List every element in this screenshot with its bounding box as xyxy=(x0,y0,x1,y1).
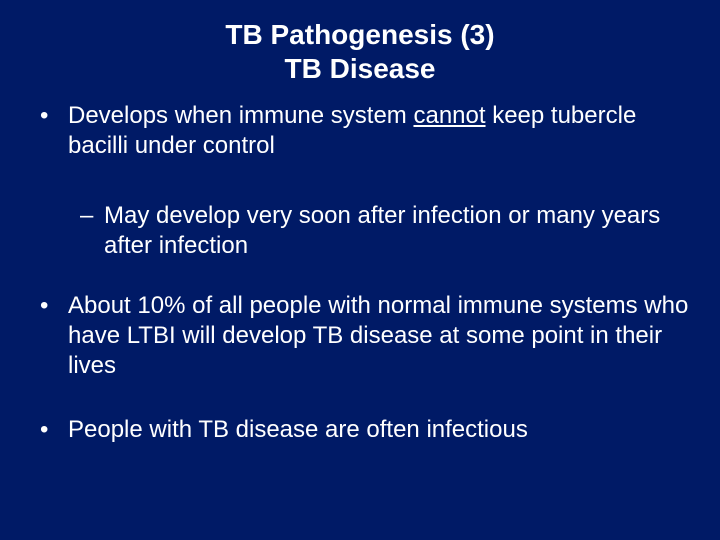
bullet-marker: – xyxy=(80,201,104,261)
bullet-level1: • People with TB disease are often infec… xyxy=(30,415,690,445)
text-segment: Develops when immune system xyxy=(68,102,413,129)
bullet-text: May develop very soon after infection or… xyxy=(104,201,690,261)
bullet-marker: • xyxy=(40,415,68,445)
title-line-2: TB Disease xyxy=(30,52,690,86)
bullet-text: People with TB disease are often infecti… xyxy=(68,415,690,445)
bullet-text: Develops when immune system cannot keep … xyxy=(68,101,690,161)
title-line-1: TB Pathogenesis (3) xyxy=(30,18,690,52)
bullet-level1: • Develops when immune system cannot kee… xyxy=(30,101,690,161)
bullet-marker: • xyxy=(40,101,68,161)
underlined-word: cannot xyxy=(413,102,485,129)
slide-title: TB Pathogenesis (3) TB Disease xyxy=(30,18,690,85)
bullet-text: About 10% of all people with normal immu… xyxy=(68,291,690,381)
bullet-list: • Develops when immune system cannot kee… xyxy=(30,101,690,445)
bullet-level2: – May develop very soon after infection … xyxy=(30,201,690,261)
bullet-marker: • xyxy=(40,291,68,381)
bullet-level1: • About 10% of all people with normal im… xyxy=(30,291,690,381)
